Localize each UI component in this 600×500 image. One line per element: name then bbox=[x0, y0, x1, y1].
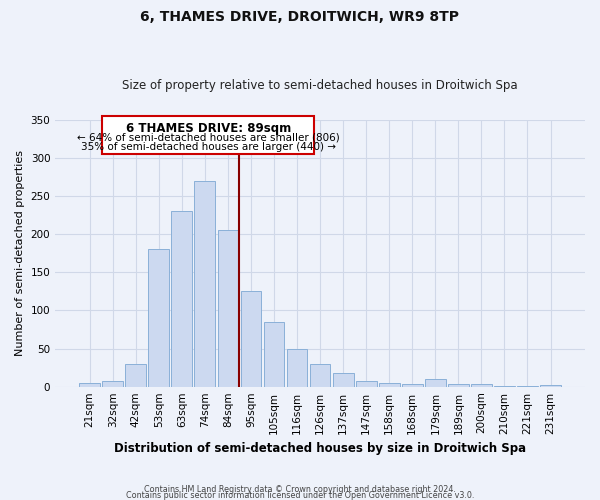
Bar bbox=[218, 230, 238, 386]
Text: 6 THAMES DRIVE: 89sqm: 6 THAMES DRIVE: 89sqm bbox=[125, 122, 291, 135]
Bar bbox=[125, 364, 146, 386]
Bar bbox=[102, 380, 123, 386]
Bar bbox=[540, 385, 561, 386]
X-axis label: Distribution of semi-detached houses by size in Droitwich Spa: Distribution of semi-detached houses by … bbox=[114, 442, 526, 455]
Text: Contains public sector information licensed under the Open Government Licence v3: Contains public sector information licen… bbox=[126, 490, 474, 500]
Title: Size of property relative to semi-detached houses in Droitwich Spa: Size of property relative to semi-detach… bbox=[122, 79, 518, 92]
Bar bbox=[448, 384, 469, 386]
Bar bbox=[333, 373, 353, 386]
Bar bbox=[263, 322, 284, 386]
Bar bbox=[379, 383, 400, 386]
FancyBboxPatch shape bbox=[102, 116, 314, 154]
Bar bbox=[79, 383, 100, 386]
Bar bbox=[402, 384, 422, 386]
Text: 35% of semi-detached houses are larger (440) →: 35% of semi-detached houses are larger (… bbox=[81, 142, 336, 152]
Bar bbox=[425, 379, 446, 386]
Bar bbox=[471, 384, 492, 386]
Text: Contains HM Land Registry data © Crown copyright and database right 2024.: Contains HM Land Registry data © Crown c… bbox=[144, 484, 456, 494]
Bar bbox=[194, 180, 215, 386]
Bar bbox=[172, 211, 192, 386]
Bar bbox=[287, 348, 307, 387]
Bar bbox=[241, 292, 262, 386]
Text: ← 64% of semi-detached houses are smaller (806): ← 64% of semi-detached houses are smalle… bbox=[77, 132, 340, 142]
Bar bbox=[148, 250, 169, 386]
Bar bbox=[356, 380, 377, 386]
Bar bbox=[310, 364, 331, 386]
Y-axis label: Number of semi-detached properties: Number of semi-detached properties bbox=[15, 150, 25, 356]
Text: 6, THAMES DRIVE, DROITWICH, WR9 8TP: 6, THAMES DRIVE, DROITWICH, WR9 8TP bbox=[140, 10, 460, 24]
